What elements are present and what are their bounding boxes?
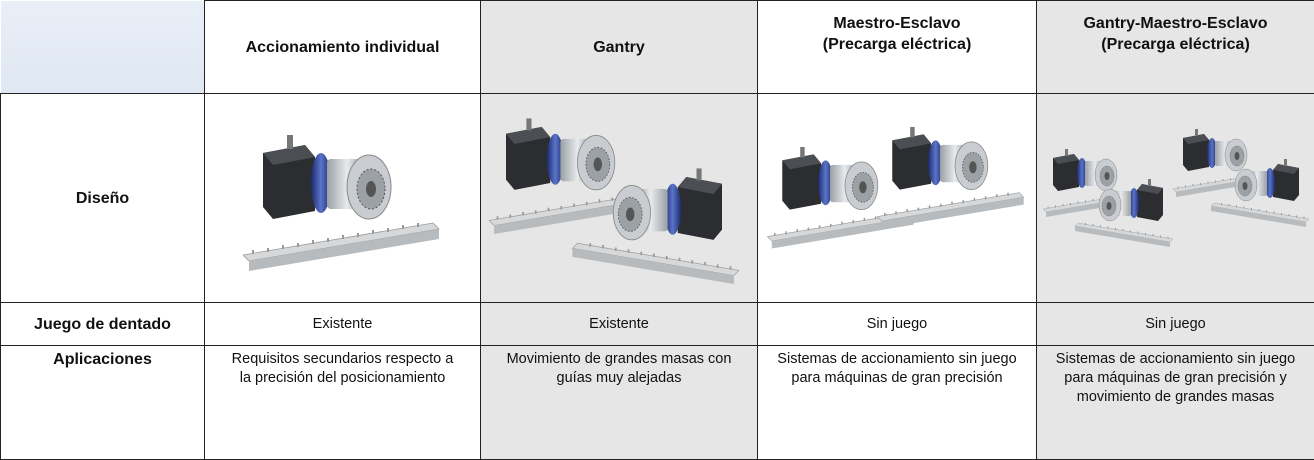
cell: Sin juego	[758, 303, 1037, 346]
drive-image	[489, 108, 749, 288]
design-row: Diseño	[1, 94, 1314, 303]
row-label: Diseño	[1, 94, 205, 303]
design-cell	[205, 94, 481, 303]
drive-image	[243, 123, 443, 273]
column-header: Accionamiento individual	[205, 1, 481, 94]
drive-image	[767, 118, 1027, 278]
row-label: Aplicaciones	[1, 346, 205, 460]
cell: Sistemas de accionamiento sin juego para…	[1037, 346, 1314, 460]
cell: Sin juego	[1037, 303, 1314, 346]
header-line: (Precarga eléctrica)	[764, 34, 1030, 55]
drive-image	[1043, 123, 1309, 273]
design-cell	[758, 94, 1037, 303]
design-cell	[1037, 94, 1314, 303]
corner-cell	[1, 1, 205, 94]
column-header: Maestro-Esclavo(Precarga eléctrica)	[758, 1, 1037, 94]
applications-row: Aplicaciones Requisitos secundarios resp…	[1, 346, 1314, 460]
design-cell	[481, 94, 758, 303]
header-row: Accionamiento individual Gantry Maestro-…	[1, 1, 1314, 94]
backlash-row: Juego de dentado Existente Existente Sin…	[1, 303, 1314, 346]
header-line: Maestro-Esclavo	[764, 13, 1030, 34]
cell: Existente	[481, 303, 758, 346]
column-header: Gantry-Maestro-Esclavo(Precarga eléctric…	[1037, 1, 1314, 94]
row-label: Juego de dentado	[1, 303, 205, 346]
cell: Requisitos secundarios respecto a la pre…	[205, 346, 481, 460]
header-line: Gantry-Maestro-Esclavo	[1043, 13, 1308, 34]
cell: Existente	[205, 303, 481, 346]
header-line: Gantry	[487, 37, 751, 58]
header-line: (Precarga eléctrica)	[1043, 34, 1308, 55]
cell: Sistemas de accionamiento sin juego para…	[758, 346, 1037, 460]
column-header: Gantry	[481, 1, 758, 94]
header-line: Accionamiento individual	[211, 37, 474, 58]
cell: Movimiento de grandes masas con guías mu…	[481, 346, 758, 460]
